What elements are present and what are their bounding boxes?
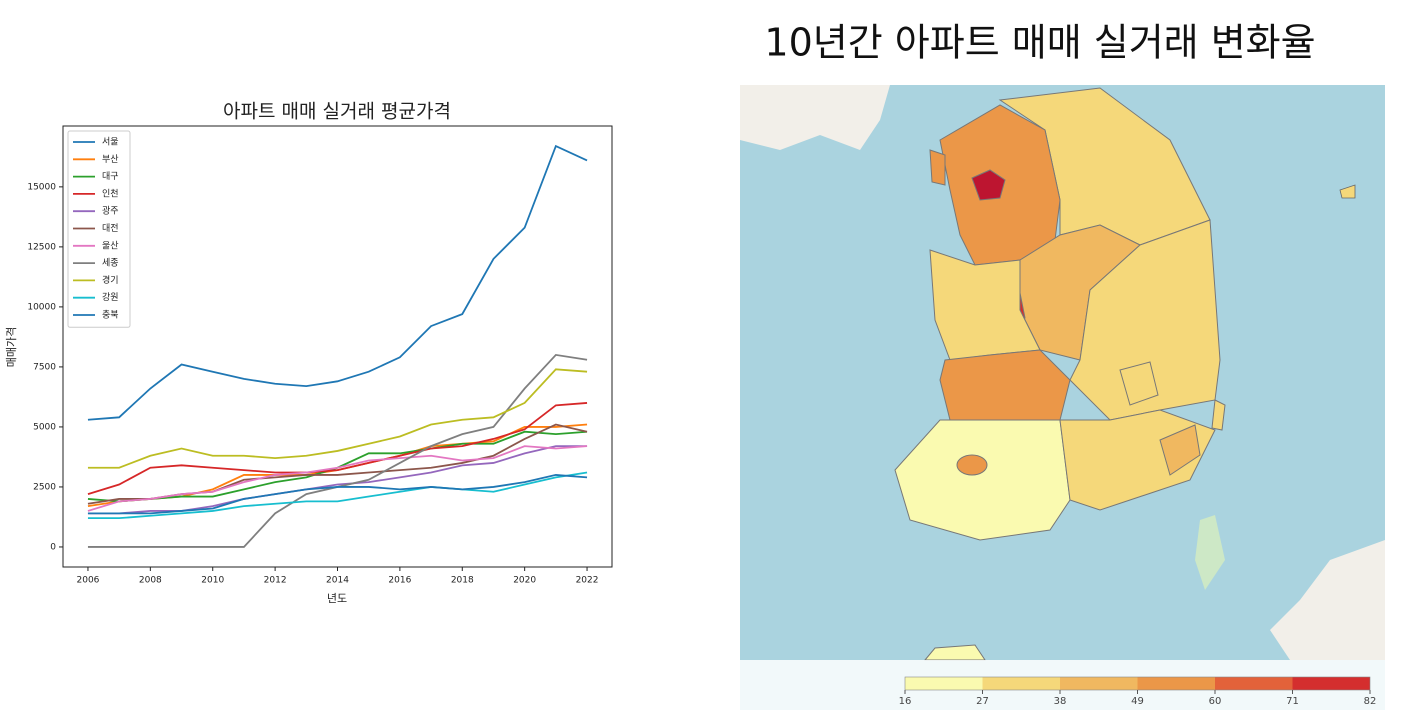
y-tick-label: 5000	[33, 422, 56, 432]
colorbar-segment	[1137, 677, 1215, 690]
region	[1119, 361, 1159, 406]
regions	[894, 87, 1226, 661]
region	[956, 454, 988, 476]
y-tick-label: 10000	[27, 302, 56, 312]
series-line	[87, 368, 588, 469]
colorbar-segment	[1215, 677, 1293, 690]
colorbar-segment	[982, 677, 1060, 690]
x-tick-label: 2014	[326, 576, 349, 586]
x-tick-label: 2006	[77, 576, 100, 586]
series-line	[87, 402, 588, 496]
colorbar-segment	[1060, 677, 1138, 690]
land	[1270, 540, 1385, 660]
colorbar-tick-label: 49	[1131, 696, 1144, 707]
y-tick-label: 12500	[27, 242, 56, 252]
map-panel	[740, 85, 1385, 710]
series-line	[87, 471, 588, 520]
region	[939, 349, 1071, 421]
colorbar-segment	[1292, 677, 1370, 690]
y-tick-label: 7500	[33, 362, 56, 372]
y-tick-label: 15000	[27, 182, 56, 192]
legend-label: 서울	[102, 137, 119, 148]
x-tick-label: 2022	[576, 576, 599, 586]
region	[1159, 424, 1201, 476]
series-line	[87, 445, 588, 512]
chart-title: 아파트 매매 실거래 평균가격	[223, 101, 451, 123]
x-tick-label: 2008	[139, 576, 162, 586]
colorbar-segment	[905, 677, 983, 690]
colorbar-tick-label: 60	[1209, 696, 1222, 707]
axes-frame	[62, 125, 613, 568]
y-tick-label: 0	[50, 542, 56, 552]
land	[740, 85, 890, 150]
series-line	[87, 474, 588, 515]
legend-label: 부산	[102, 154, 119, 165]
y-tick-label: 2500	[33, 482, 56, 492]
series-line	[87, 445, 588, 515]
series-line	[87, 144, 588, 421]
colorbar-tick-label: 27	[976, 696, 989, 707]
region	[929, 149, 946, 186]
legend-label: 충북	[102, 310, 119, 321]
x-tick-label: 2020	[513, 576, 536, 586]
land	[1195, 515, 1225, 590]
colorbar-tick-label: 71	[1286, 696, 1299, 707]
x-tick-label: 2010	[201, 576, 224, 586]
legend-label: 세종	[102, 258, 119, 269]
x-tick-label: 2018	[451, 576, 474, 586]
x-tick-label: 2012	[264, 576, 287, 586]
colorbar-tick-label: 82	[1364, 696, 1377, 707]
x-tick-label: 2016	[388, 576, 411, 586]
island	[1339, 184, 1356, 199]
legend-box	[67, 130, 131, 328]
map-title: 10년간 아파트 매매 실거래 변화율	[764, 21, 1315, 65]
legend-label: 인천	[102, 188, 119, 199]
legend-label: 대구	[102, 171, 119, 182]
legend-label: 경기	[102, 274, 119, 286]
x-axis-label: 년도	[327, 592, 347, 605]
region	[971, 169, 1006, 201]
region	[1211, 399, 1226, 431]
colorbar-tick-label: 16	[899, 696, 912, 707]
legend-label: 광주	[102, 205, 119, 217]
legend-label: 대전	[102, 223, 119, 234]
colorbar-tick-label: 38	[1054, 696, 1067, 707]
legend-label: 강원	[102, 292, 119, 303]
legend-label: 울산	[102, 240, 119, 251]
y-axis-label: 매매가격	[5, 327, 18, 367]
